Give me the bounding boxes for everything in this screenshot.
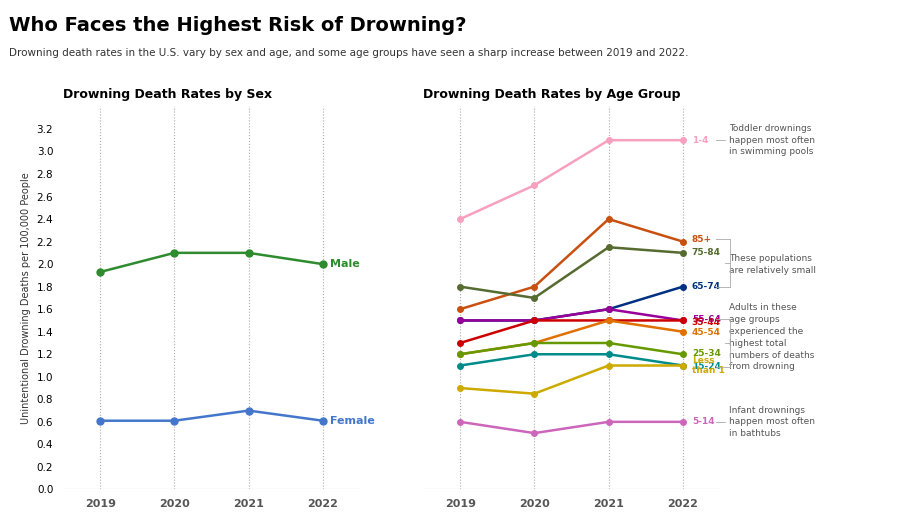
Text: 65-74: 65-74 [692,282,721,291]
Text: Who Faces the Highest Risk of Drowning?: Who Faces the Highest Risk of Drowning? [9,16,466,35]
Text: Infant drownings
happen most often
in bathtubs: Infant drownings happen most often in ba… [729,405,815,438]
Text: These populations
are relatively small: These populations are relatively small [729,254,816,275]
Text: 45-54: 45-54 [692,328,721,337]
Text: 85+: 85+ [692,235,712,244]
Text: 15-24: 15-24 [692,362,721,371]
Y-axis label: Unintentional Drowning Deaths per 100,000 People: Unintentional Drowning Deaths per 100,00… [21,172,32,424]
Text: 35-44: 35-44 [692,318,721,327]
Text: 5-14: 5-14 [692,417,715,426]
Text: Toddler drownings
happen most often
in swimming pools: Toddler drownings happen most often in s… [729,124,815,156]
Text: 1-4: 1-4 [692,136,708,145]
Text: 55-64: 55-64 [692,315,721,324]
Text: Male: Male [330,259,360,269]
Text: Female: Female [330,415,375,426]
Text: Adults in these
age groups
experienced the
highest total
numbers of deaths
from : Adults in these age groups experienced t… [729,303,814,371]
Text: 75-84: 75-84 [692,248,721,257]
Text: 25-34: 25-34 [692,348,721,358]
Text: Drowning Death Rates by Age Group: Drowning Death Rates by Age Group [423,88,680,101]
Text: Drowning death rates in the U.S. vary by sex and age, and some age groups have s: Drowning death rates in the U.S. vary by… [9,48,688,58]
Text: Drowning Death Rates by Sex: Drowning Death Rates by Sex [63,88,272,101]
Text: Less
than 1: Less than 1 [692,356,724,375]
